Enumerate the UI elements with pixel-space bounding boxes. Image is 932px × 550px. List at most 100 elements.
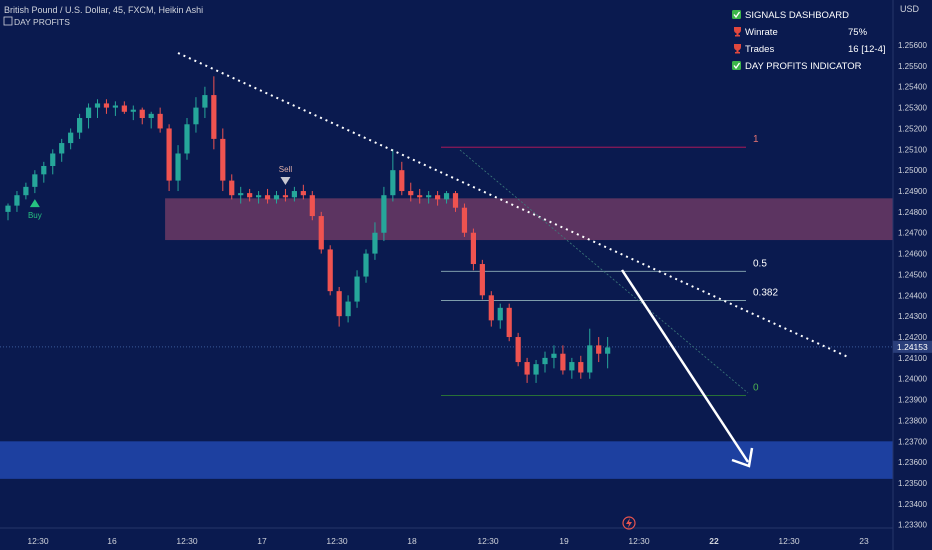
candle	[336, 286, 342, 327]
candle	[50, 149, 56, 175]
y-tick-label: 1.23900	[898, 396, 927, 405]
candle	[175, 145, 181, 192]
fib-level-label: 0	[753, 382, 759, 393]
candle	[578, 355, 584, 379]
x-tick-label: 22	[709, 536, 719, 546]
y-tick-label: 1.24900	[898, 187, 927, 196]
candle	[515, 332, 521, 367]
candle	[77, 113, 83, 139]
dashboard-indicator: DAY PROFITS INDICATOR	[745, 61, 862, 72]
candle	[211, 76, 217, 150]
fib-diagonal	[459, 149, 749, 394]
candle	[533, 359, 539, 383]
candle	[139, 107, 145, 125]
y-tick-label: 1.25000	[898, 166, 927, 175]
x-tick-label: 23	[859, 536, 869, 546]
x-tick-label: 12:30	[27, 536, 49, 546]
x-tick-label: 12:30	[326, 536, 348, 546]
candle	[479, 259, 485, 300]
trendline[interactable]	[177, 52, 849, 358]
y-tick-label: 1.24200	[898, 333, 927, 342]
candle	[256, 191, 262, 204]
candle	[596, 337, 602, 363]
flash-icon[interactable]	[622, 516, 636, 530]
candle	[470, 228, 476, 271]
candle	[461, 203, 468, 237]
candle	[220, 128, 226, 192]
x-tick-label: 18	[407, 536, 417, 546]
candle	[569, 357, 575, 379]
candle	[488, 291, 494, 327]
candle	[506, 303, 512, 342]
x-tick-label: 19	[559, 536, 569, 546]
candle	[184, 118, 190, 160]
candle	[59, 138, 65, 162]
buy-signal[interactable]: Buy	[28, 199, 42, 220]
candle	[5, 203, 11, 221]
candle	[443, 191, 450, 204]
supply-zone[interactable]	[165, 198, 894, 241]
candle	[85, 103, 92, 129]
candle	[327, 245, 333, 296]
trophy-icon	[734, 27, 741, 37]
x-axis-ticks[interactable]: 12:30 16 12:30 17 12:30 18 12:30 19 12:30 22 12:30…	[27, 536, 869, 546]
candle	[452, 191, 459, 212]
x-tick-label: 12:30	[778, 536, 800, 546]
fib-level-label: 0.382	[753, 288, 778, 299]
candle	[202, 86, 208, 119]
projection-arrow[interactable]	[620, 269, 754, 468]
signals-dashboard: SIGNALS DASHBOARD Winrate 75% Trades 16 …	[732, 10, 886, 72]
candle	[273, 191, 280, 204]
check-icon	[732, 61, 741, 70]
x-tick-label: 16	[107, 536, 117, 546]
y-tick-label: 1.25500	[898, 62, 927, 71]
candle	[497, 303, 503, 329]
candle	[309, 191, 315, 221]
candle	[345, 295, 351, 323]
fib-level-label: 0.5	[753, 258, 767, 269]
y-axis-panel[interactable]	[893, 0, 932, 550]
buy-arrow-icon	[29, 199, 40, 208]
candle	[130, 105, 136, 121]
trades-label: Trades	[745, 44, 774, 55]
candle	[524, 357, 530, 383]
candle	[229, 174, 235, 200]
candle	[318, 211, 324, 254]
x-tick-label: 12:30	[628, 536, 650, 546]
candle	[399, 161, 405, 196]
candle	[560, 345, 566, 375]
candle	[381, 186, 387, 242]
candle	[542, 351, 548, 373]
y-axis-unit: USD	[900, 4, 920, 14]
candle	[372, 222, 378, 260]
candle	[121, 101, 127, 114]
candle	[426, 191, 432, 204]
candle	[23, 182, 29, 200]
current-price-tag: 1.24153	[893, 340, 932, 353]
candle	[103, 99, 110, 114]
dashboard-title: SIGNALS DASHBOARD	[745, 10, 849, 21]
y-tick-label: 1.23800	[898, 416, 927, 425]
candle	[68, 128, 74, 150]
y-tick-label: 1.24400	[898, 291, 927, 300]
candle	[32, 170, 38, 194]
y-tick-label: 1.25200	[898, 124, 927, 133]
indicator-row[interactable]: DAY PROFITS	[3, 16, 70, 27]
candle	[41, 161, 47, 183]
candle	[157, 107, 163, 133]
y-tick-label: 1.23500	[898, 479, 927, 488]
candle	[417, 188, 423, 204]
candle	[238, 186, 244, 204]
candle	[354, 270, 360, 308]
x-tick-label: 12:30	[176, 536, 198, 546]
indicator-box-icon	[3, 16, 13, 26]
candle	[551, 345, 557, 369]
chart-title: British Pound / U.S. Dollar, 45, FXCM, H…	[4, 5, 203, 15]
candle	[193, 97, 199, 133]
zones-layer	[0, 198, 894, 479]
demand-zone[interactable]	[0, 441, 893, 479]
y-tick-label: 1.24300	[898, 312, 927, 321]
sell-signal[interactable]: Sell	[279, 165, 293, 185]
candle	[264, 188, 271, 204]
